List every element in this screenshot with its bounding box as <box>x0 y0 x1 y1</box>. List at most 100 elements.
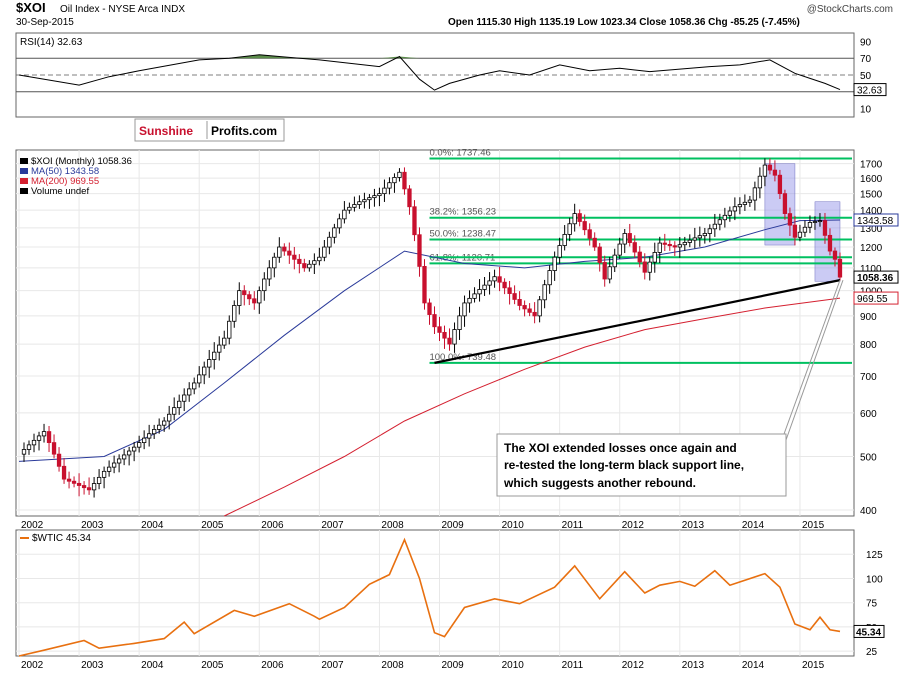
candle-body <box>612 254 617 268</box>
candle-body <box>372 195 377 199</box>
candle-body <box>187 388 192 396</box>
candle-body <box>577 213 582 222</box>
candle-body <box>617 243 622 256</box>
candle-body <box>732 206 738 212</box>
candle-body <box>627 233 632 243</box>
price-tick-1700: 1700 <box>860 160 883 171</box>
candle-body <box>647 261 652 273</box>
pointer-line-2 <box>785 279 844 441</box>
candle-body <box>26 444 32 450</box>
rsi-tick-50: 50 <box>860 71 872 82</box>
candle-body <box>507 287 512 294</box>
candle-body <box>837 258 843 278</box>
legend-swatch-0 <box>20 158 28 164</box>
candle-body <box>542 284 547 301</box>
candle-body <box>267 267 272 280</box>
candle-body <box>552 256 557 271</box>
candle-body <box>101 470 107 478</box>
rsi-reference-lines <box>16 57 854 93</box>
candle-body <box>392 177 397 184</box>
rsi-tick-90: 90 <box>860 37 872 48</box>
candle-body <box>827 234 833 252</box>
candle-body <box>357 201 362 205</box>
candle-body <box>712 223 717 230</box>
candle-body <box>422 266 427 304</box>
candle-body <box>707 228 712 234</box>
candle-body <box>322 246 327 258</box>
legend-swatch-1 <box>20 168 28 174</box>
wtic-tick-125: 125 <box>866 550 883 561</box>
ma200-line <box>223 297 841 517</box>
chart-index-name: Oil Index - NYSE Arca INDX <box>60 4 185 15</box>
wtic-tick-100: 100 <box>866 574 883 585</box>
wtic-tick-25: 25 <box>866 647 878 658</box>
candle-body <box>262 278 267 292</box>
candle-body <box>777 174 783 195</box>
price-xtick-2005: 2005 <box>201 520 224 531</box>
candle-body <box>527 308 532 313</box>
candle-body <box>717 219 722 225</box>
candle-body <box>727 210 733 216</box>
candle-body <box>537 299 542 317</box>
price-value-tag-box-2 <box>853 291 899 305</box>
wtic-xtick-2005: 2005 <box>201 660 224 671</box>
wtic-xtick-2010: 2010 <box>502 660 525 671</box>
candle-body <box>257 290 262 304</box>
price-xtick-2002: 2002 <box>21 520 44 531</box>
wtic-title: $WTIC 45.34 <box>32 533 91 544</box>
candle-body <box>342 209 347 220</box>
candle-body <box>272 256 277 269</box>
candle-body <box>757 175 763 189</box>
wtic-y-axis: 255075100125 <box>866 550 883 658</box>
candle-body <box>502 281 507 289</box>
candle-body <box>66 478 72 482</box>
price-xtick-2014: 2014 <box>742 520 765 531</box>
candle-body <box>822 220 828 236</box>
wtic-xtick-2015: 2015 <box>802 660 825 671</box>
wtic-value-tag-box <box>853 624 885 638</box>
candle-body <box>522 305 527 310</box>
wtic-xtick-2002: 2002 <box>21 660 44 671</box>
candle-body <box>587 229 592 239</box>
candle-body <box>477 289 482 295</box>
candle-body <box>742 201 748 205</box>
candle-body <box>232 305 237 322</box>
price-tick-500: 500 <box>860 453 877 464</box>
candle-body <box>317 256 322 262</box>
legend-entry-0: $XOI (Monthly) 1058.36 <box>31 156 132 167</box>
candle-body <box>662 242 667 245</box>
wtic-line <box>18 537 841 657</box>
candle-body <box>162 420 167 426</box>
price-value-tag-text-2: 969.55 <box>857 294 888 305</box>
candle-body <box>136 442 142 448</box>
price-xtick-2009: 2009 <box>442 520 465 531</box>
candle-body <box>737 204 743 208</box>
candle-body <box>382 187 387 195</box>
price-tick-1500: 1500 <box>860 190 883 201</box>
candle-body <box>812 221 818 223</box>
logo-text-profits: Profits.com <box>211 124 277 138</box>
wtic-xtick-2012: 2012 <box>622 660 645 671</box>
legend-swatch-2 <box>20 178 28 184</box>
annotation-pointer <box>783 279 844 441</box>
price-xtick-2013: 2013 <box>682 520 705 531</box>
candle-body <box>327 236 332 248</box>
candle-body <box>402 171 407 190</box>
candle-body <box>41 431 47 437</box>
wtic-value-tag: 45.34 <box>853 624 885 638</box>
candle-body <box>497 276 502 283</box>
candle-body <box>131 446 137 452</box>
candle-body <box>622 233 627 245</box>
wtic-xtick-2011: 2011 <box>562 660 584 671</box>
candle-body <box>202 366 207 376</box>
candle-body <box>462 302 467 317</box>
candle-body <box>192 382 197 390</box>
candle-body <box>81 485 87 489</box>
candle-body <box>562 234 567 246</box>
chart-header: $XOI Oil Index - NYSE Arca INDX 30-Sep-2… <box>16 0 893 28</box>
candle-body <box>292 254 297 260</box>
annotation-line-1: The XOI extended losses once again and <box>504 441 737 455</box>
candle-body <box>121 454 127 460</box>
candle-body <box>722 214 728 221</box>
price-x-axis: 2002 2003 2004 2005 2006 2007 2008 2009 2010 2011… <box>21 520 825 531</box>
